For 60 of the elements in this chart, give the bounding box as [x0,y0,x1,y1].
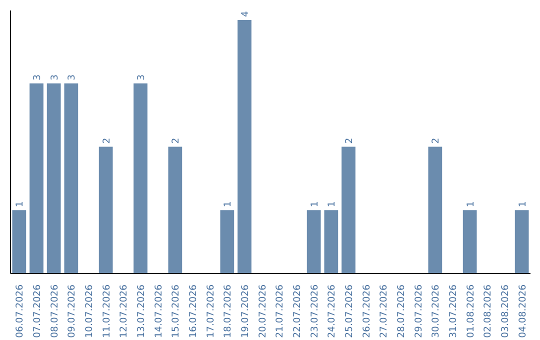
bar [324,210,338,274]
bar [462,210,477,274]
x-tick-label: 28.07.2026 [396,284,407,338]
bar [134,83,148,274]
x-tick-label: 10.07.2026 [84,284,95,338]
x-tick-label: 11.07.2026 [101,284,112,338]
x-tick-label: 23.07.2026 [309,284,320,338]
x-tick-label: 27.07.2026 [378,284,390,338]
bar [46,83,61,274]
data-label: 2 [430,138,442,144]
x-tick-label: 26.07.2026 [361,284,372,338]
bar [168,146,182,274]
data-label: 1 [14,201,26,208]
x-tick-label: 04.08.2026 [517,284,528,338]
x-tick-label: 15.07.2026 [170,284,182,338]
bar [428,146,442,274]
x-tick-label: 31.07.2026 [448,284,459,338]
data-label: 2 [101,138,112,144]
x-tick-label: 29.07.2026 [413,284,424,338]
x-tick-label: 01.08.2026 [465,284,476,338]
x-tick-label: 21.07.2026 [274,284,286,338]
x-tick-label: 22.07.2026 [292,284,303,338]
data-label: 3 [136,74,147,80]
data-label: 3 [66,74,78,80]
x-tick-label: 24.07.2026 [326,284,338,338]
x-tick-label: 20.07.2026 [257,284,268,338]
x-tick-label: 08.07.2026 [49,284,60,338]
bar [238,20,252,274]
bar [220,210,234,274]
x-tick-label: 19.07.2026 [240,284,251,338]
data-label: 1 [517,201,528,208]
bar [64,83,78,274]
data-label: 4 [240,11,251,18]
bar [306,210,321,274]
data-label: 1 [326,201,338,208]
bar [514,210,529,274]
bar [30,83,44,274]
x-tick-label: 18.07.2026 [222,284,234,338]
data-label: 1 [222,201,234,208]
x-tick-label: 12.07.2026 [118,284,130,338]
x-tick-label: 07.07.2026 [32,284,43,338]
bar [342,146,356,274]
x-tick-label: 09.07.2026 [66,284,78,338]
x-tick-label: 25.07.2026 [344,284,355,338]
x-tick-label: 14.07.2026 [153,284,164,338]
data-label: 3 [32,74,43,80]
data-label: 2 [170,138,182,144]
data-label: 1 [465,201,476,208]
bar [98,146,113,274]
x-tick-label: 03.08.2026 [500,284,511,338]
x-tick-label: 30.07.2026 [430,284,442,338]
data-label: 3 [49,74,60,80]
x-tick-label: 17.07.2026 [205,284,216,338]
data-label: 2 [344,138,355,144]
bar [12,210,26,274]
x-tick-label: 16.07.2026 [188,284,199,338]
data-label: 1 [309,201,320,208]
x-tick-label: 02.08.2026 [482,284,494,338]
x-tick-label: 06.07.2026 [14,284,26,338]
x-tick-label: 13.07.2026 [136,284,147,338]
